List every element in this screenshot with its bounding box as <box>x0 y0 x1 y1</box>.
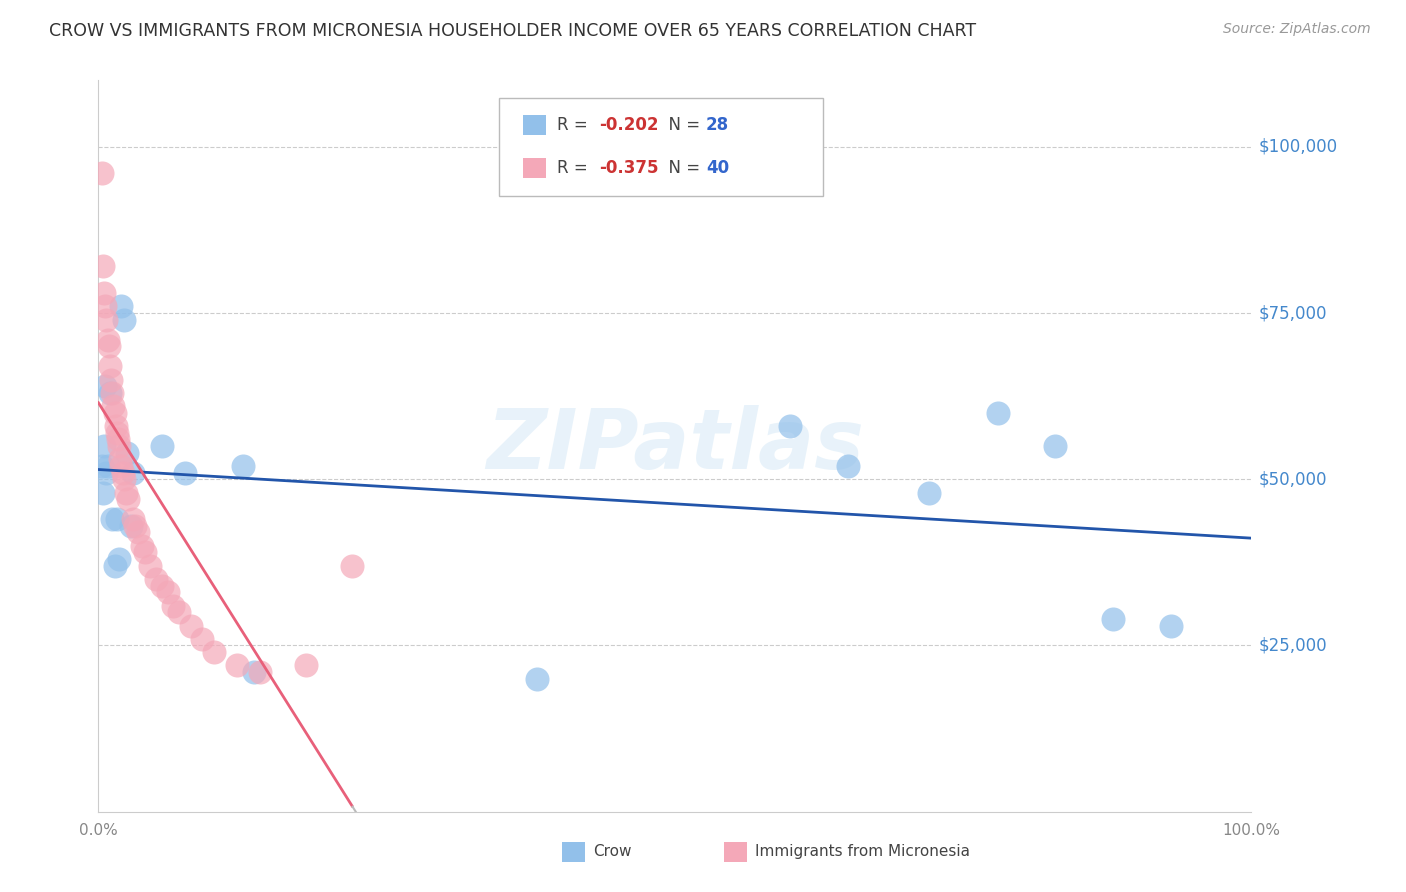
Text: R =: R = <box>557 159 593 177</box>
Point <box>111 466 134 480</box>
Point <box>124 518 146 533</box>
Point <box>101 512 124 526</box>
Point <box>108 439 131 453</box>
Point <box>131 539 153 553</box>
Text: N =: N = <box>658 116 706 134</box>
Point <box>837 458 859 473</box>
Point <box>243 665 266 679</box>
Point <box>127 525 149 540</box>
Point <box>249 665 271 679</box>
Point <box>202 645 225 659</box>
Point <box>108 552 131 566</box>
Point <box>104 419 127 434</box>
Point <box>91 485 114 500</box>
Point <box>150 579 173 593</box>
Point <box>101 385 124 400</box>
Point <box>139 558 162 573</box>
Text: Crow: Crow <box>593 845 631 859</box>
Point <box>103 399 125 413</box>
Point <box>98 385 121 400</box>
Point <box>779 419 801 434</box>
Point <box>231 458 254 473</box>
Point <box>103 406 125 420</box>
Point <box>180 618 202 632</box>
Point <box>150 439 173 453</box>
Point <box>122 466 145 480</box>
Point <box>156 585 179 599</box>
Point <box>97 333 120 347</box>
Text: 40: 40 <box>706 159 728 177</box>
Point <box>96 312 118 326</box>
Point <box>112 472 135 486</box>
Point <box>103 558 125 573</box>
Point <box>94 379 117 393</box>
Point <box>112 312 135 326</box>
Point <box>90 458 112 473</box>
Text: $50,000: $50,000 <box>1258 470 1327 488</box>
Text: Source: ZipAtlas.com: Source: ZipAtlas.com <box>1223 22 1371 37</box>
Point <box>107 433 129 447</box>
Point <box>117 492 139 507</box>
Point <box>917 485 939 500</box>
Point <box>191 632 214 646</box>
Point <box>225 658 247 673</box>
Point <box>93 439 115 453</box>
Point <box>94 299 117 313</box>
Text: $75,000: $75,000 <box>1258 304 1327 322</box>
Point <box>100 372 122 386</box>
Point <box>117 445 138 459</box>
Point <box>526 672 548 686</box>
Text: 28: 28 <box>706 116 728 134</box>
Point <box>1102 612 1125 626</box>
Point <box>340 558 363 573</box>
Text: R =: R = <box>557 116 593 134</box>
Point <box>295 658 318 673</box>
Point <box>115 485 138 500</box>
Point <box>110 452 132 467</box>
Point <box>96 466 118 480</box>
Point <box>98 359 121 374</box>
Text: N =: N = <box>658 159 706 177</box>
Text: ZIPatlas: ZIPatlas <box>486 406 863 486</box>
Point <box>90 166 112 180</box>
Point <box>1045 439 1067 453</box>
Point <box>174 466 197 480</box>
Point <box>110 299 132 313</box>
Point <box>120 518 142 533</box>
Point <box>105 512 128 526</box>
Point <box>134 545 156 559</box>
Point <box>122 512 145 526</box>
Point <box>167 605 190 619</box>
Point <box>145 572 167 586</box>
Point <box>110 458 132 473</box>
Text: CROW VS IMMIGRANTS FROM MICRONESIA HOUSEHOLDER INCOME OVER 65 YEARS CORRELATION : CROW VS IMMIGRANTS FROM MICRONESIA HOUSE… <box>49 22 976 40</box>
Point <box>97 458 120 473</box>
Point <box>1160 618 1182 632</box>
Text: -0.202: -0.202 <box>599 116 658 134</box>
Point <box>162 599 184 613</box>
Text: $25,000: $25,000 <box>1258 637 1327 655</box>
Point <box>987 406 1010 420</box>
Text: -0.375: -0.375 <box>599 159 658 177</box>
Text: $100,000: $100,000 <box>1258 137 1337 156</box>
Point <box>97 339 120 353</box>
Point <box>91 260 114 274</box>
Point <box>93 286 115 301</box>
Point <box>105 425 128 440</box>
Text: Immigrants from Micronesia: Immigrants from Micronesia <box>755 845 970 859</box>
